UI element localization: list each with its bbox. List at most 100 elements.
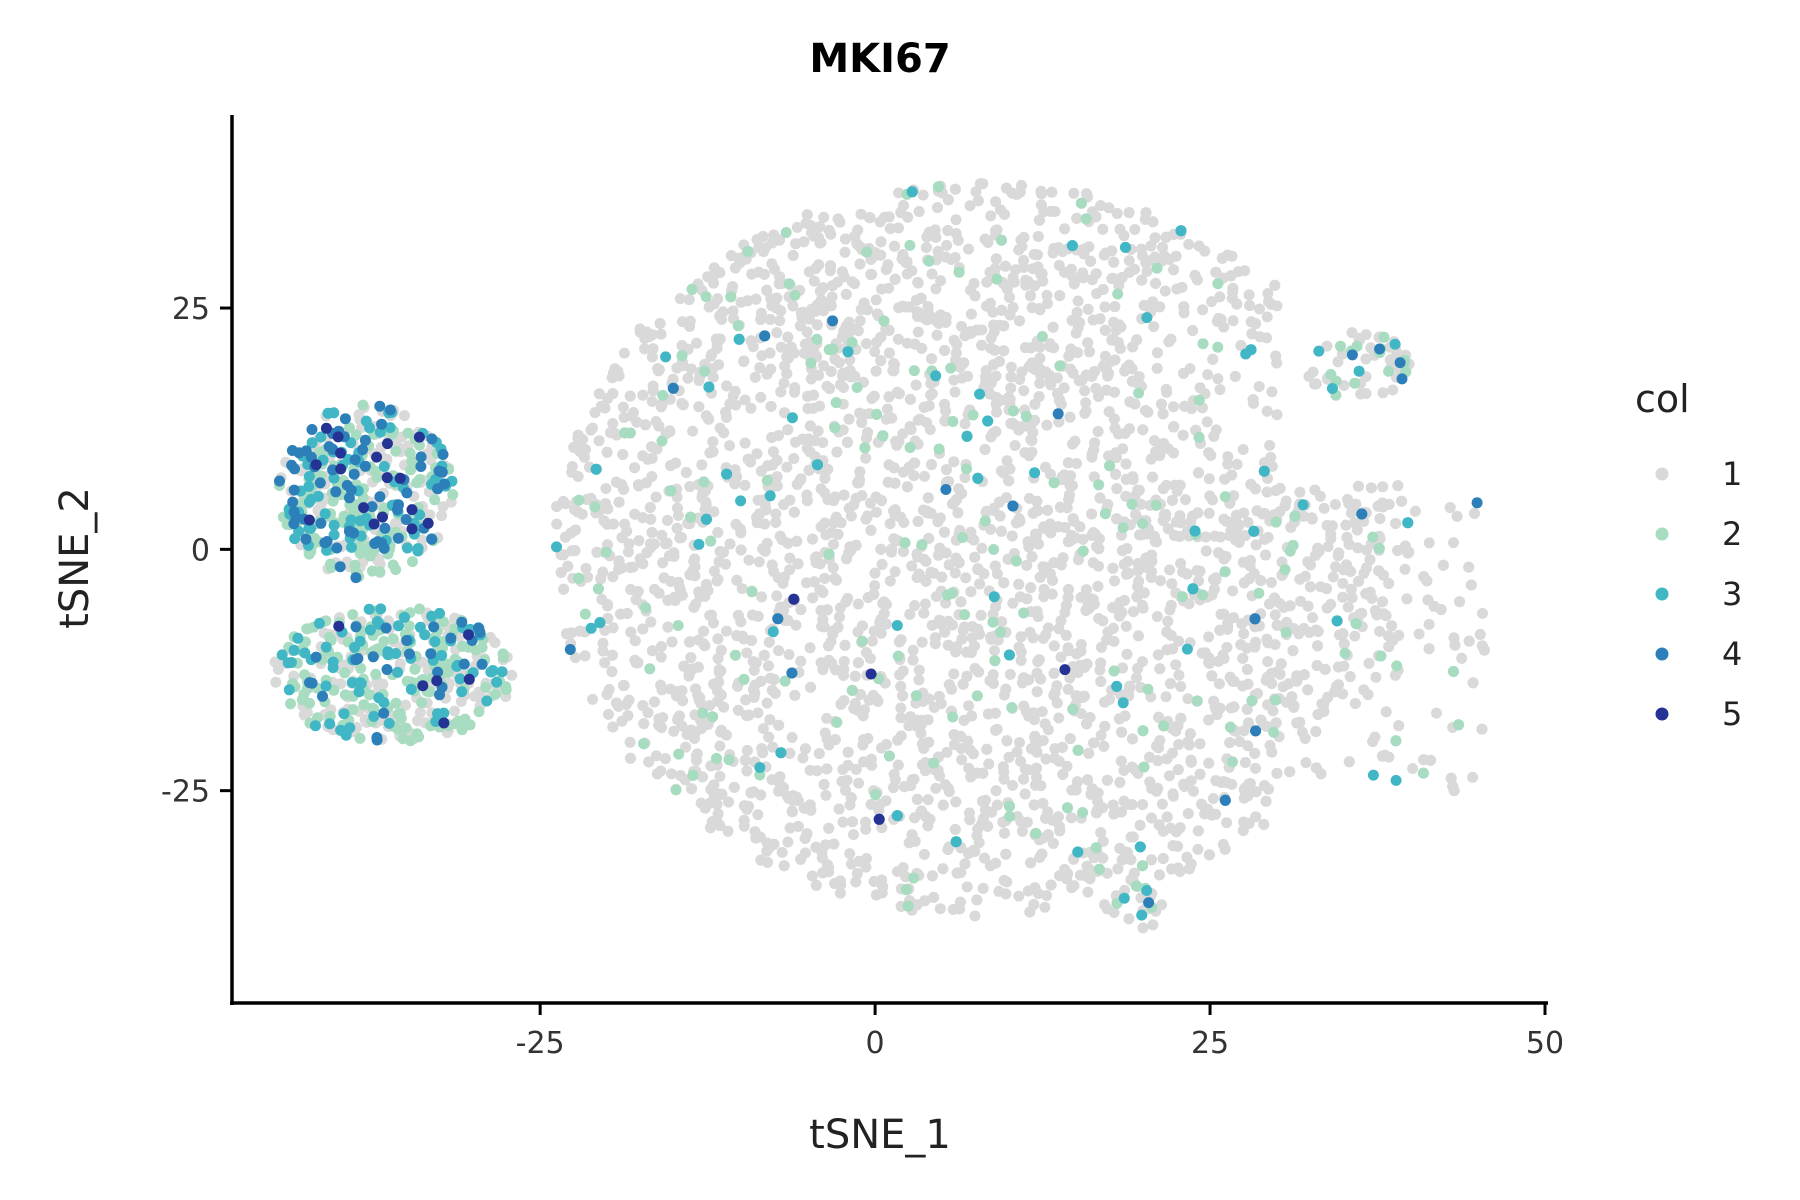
scatter-point [1237, 652, 1249, 664]
scatter-point [893, 388, 905, 400]
scatter-point [1164, 770, 1175, 782]
scatter-point [714, 267, 726, 279]
scatter-point [1160, 512, 1171, 523]
scatter-point [1055, 651, 1067, 663]
scatter-point [1185, 403, 1197, 415]
scatter-point [1333, 679, 1344, 691]
scatter-point [1291, 675, 1303, 687]
scatter-point [807, 533, 818, 545]
scatter-point [685, 652, 697, 664]
scatter-point [713, 676, 725, 688]
scatter-point [1341, 559, 1352, 571]
scatter-point [682, 372, 694, 384]
scatter-point [804, 764, 816, 776]
scatter-point [1114, 776, 1126, 788]
scatter-point [1095, 729, 1107, 741]
scatter-point [850, 876, 862, 888]
scatter-point [1321, 602, 1333, 614]
scatter-point [1177, 429, 1189, 441]
scatter-point [852, 657, 864, 669]
scatter-point [1244, 300, 1256, 311]
scatter-point [711, 798, 723, 810]
scatter-point [648, 696, 660, 708]
scatter-point [1033, 654, 1045, 666]
scatter-point [843, 502, 855, 514]
scatter-point [743, 800, 754, 812]
scatter-point [949, 823, 961, 835]
scatter-point [587, 422, 598, 434]
scatter-point [994, 356, 1005, 367]
scatter-point [1000, 848, 1012, 860]
scatter-point [1166, 578, 1178, 590]
scatter-point [1041, 419, 1053, 431]
scatter-point [961, 881, 973, 893]
scatter-point [724, 440, 736, 452]
scatter-point [1031, 605, 1043, 617]
scatter-point [1178, 367, 1189, 379]
scatter-point [1241, 664, 1253, 675]
scatter-point [963, 700, 975, 712]
scatter-point [837, 816, 849, 828]
scatter-point [788, 453, 800, 465]
scatter-point [661, 537, 673, 549]
scatter-point [979, 804, 991, 816]
scatter-point [639, 419, 651, 431]
scatter-point [1132, 484, 1144, 496]
scatter-point [982, 820, 994, 832]
scatter-point [1085, 788, 1097, 800]
scatter-point [645, 513, 657, 525]
scatter-point [1377, 569, 1389, 581]
scatter-point [824, 383, 836, 394]
scatter-point [1019, 763, 1031, 775]
scatter-point [1467, 771, 1479, 783]
scatter-point [1393, 720, 1405, 732]
scatter-point [1095, 676, 1107, 687]
scatter-point [700, 291, 712, 303]
scatter-point [954, 896, 966, 908]
scatter-point [595, 573, 607, 585]
scatter-point [776, 846, 788, 858]
scatter-point [640, 477, 652, 489]
scatter-point [1218, 776, 1229, 788]
scatter-point [1208, 583, 1220, 595]
scatter-point [875, 355, 887, 367]
scatter-point [724, 538, 736, 550]
scatter-point [674, 532, 686, 544]
scatter-point [754, 508, 766, 520]
scatter-point [1474, 629, 1486, 640]
scatter-point [862, 592, 874, 603]
scatter-point [1032, 736, 1044, 748]
scatter-point [1066, 314, 1078, 326]
scatter-point [1154, 301, 1166, 313]
scatter-point [1126, 799, 1138, 811]
scatter-point [810, 879, 822, 891]
scatter-point [842, 746, 854, 758]
scatter-point [989, 344, 1001, 356]
scatter-point [828, 538, 839, 550]
scatter-point [1153, 819, 1165, 831]
scatter-point [853, 855, 865, 867]
scatter-point [1298, 669, 1310, 681]
scatter-point [1250, 318, 1262, 330]
scatter-point [1180, 494, 1191, 506]
scatter-point [1258, 818, 1270, 830]
scatter-point [1028, 248, 1040, 260]
scatter-point [951, 867, 963, 879]
scatter-point [964, 744, 976, 756]
scatter-point [994, 510, 1006, 522]
scatter-point [937, 799, 949, 811]
scatter-point [811, 333, 823, 345]
scatter-point [1157, 853, 1169, 864]
scatter-point [633, 535, 645, 547]
scatter-point [906, 829, 918, 841]
scatter-point [1255, 714, 1267, 726]
scatter-point [765, 672, 776, 684]
scatter-point [743, 709, 755, 721]
scatter-point [1007, 597, 1019, 609]
scatter-point [1151, 362, 1163, 374]
scatter-point [1064, 411, 1076, 423]
scatter-point [972, 623, 984, 635]
scatter-point [1013, 424, 1025, 436]
scatter-point [1098, 740, 1110, 752]
scatter-point [1157, 408, 1169, 420]
